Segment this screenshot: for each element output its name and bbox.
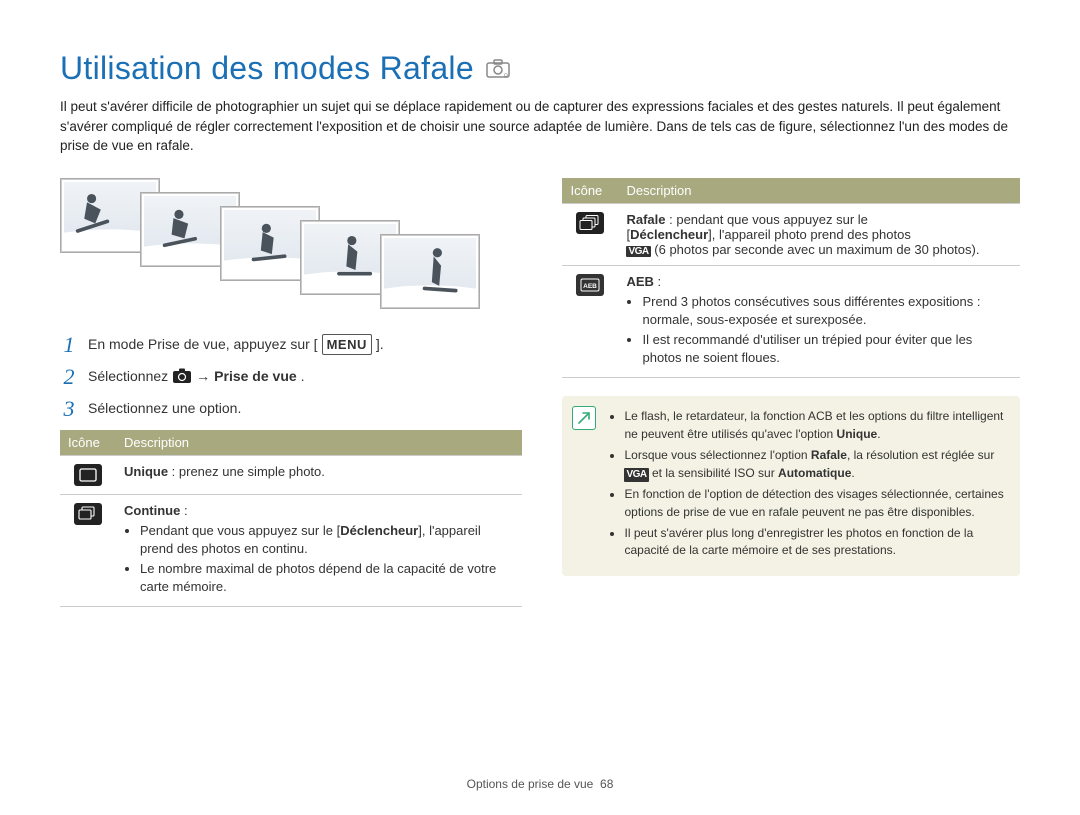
rafale-a: : pendant que vous appuyez sur le [666,212,868,227]
unique-label: Unique [124,464,168,479]
n1b: Unique [837,427,878,441]
list-item: Il peut s'avérer plus long d'enregistrer… [624,525,1006,560]
step-number: 2 [60,366,78,388]
continue-b1-a: Pendant que vous appuyez sur le [ [140,523,340,538]
n1a: Le flash, le retardateur, la fonction AC… [624,409,1003,440]
intro-paragraph: Il peut s'avérer difficile de photograph… [60,97,1020,156]
table-row: Rafale : pendant que vous appuyez sur le… [562,203,1020,265]
options-table-left: Icône Description Unique : prenez une si… [60,430,522,608]
table-row: Unique : prenez une simple photo. [60,455,522,494]
menu-button-label: MENU [322,334,372,356]
svg-text:P: P [504,74,508,79]
step-3-text: Sélectionnez une option. [88,398,241,419]
burst-icon [576,212,604,234]
vga-icon-small: VGA [624,468,648,483]
note-box: Le flash, le retardateur, la fonction AC… [562,396,1020,575]
page-title: Utilisation des modes Rafale [60,50,474,87]
table-row: AEB AEB : Prend 3 photos consécutives so… [562,265,1020,378]
step-1-text-a: En mode Prise de vue, appuyez sur [ [88,334,318,355]
th-desc: Description [116,430,522,456]
step-1-text-b: ]. [376,334,384,355]
aeb-label: AEB [626,274,653,289]
options-table-right: Icône Description Rafale : pendant que v… [562,178,1020,379]
single-shot-icon [74,464,102,486]
list-item: Le flash, le retardateur, la fonction AC… [624,408,1006,443]
list-item: Prend 3 photos consécutives sous différe… [642,293,1012,329]
list-item: Le nombre maximal de photos dépend de la… [140,560,514,596]
th-icon: Icône [60,430,116,456]
rafale-l3: (6 photos par seconde avec un maximum de… [651,242,980,257]
step-2-text-a: Sélectionnez [88,366,168,387]
n2b2: Automatique [778,466,851,480]
n2a: Lorsque vous sélectionnez l'option [624,448,810,462]
th-icon: Icône [562,178,618,204]
n2b1: Rafale [811,448,847,462]
aeb-colon: : [654,274,661,289]
info-icon [572,406,596,430]
svg-text:AEB: AEB [584,283,598,290]
list-item: En fonction de l'option de détection des… [624,486,1006,521]
aeb-icon: AEB [576,274,604,296]
n2e: . [851,466,854,480]
camera-mode-icon: P [486,59,510,79]
step-number: 1 [60,334,78,356]
table-row: Continue : Pendant que vous appuyez sur … [60,494,522,607]
n1c: . [877,427,880,441]
rafale-l2b: ], l'appareil photo prend des photos [708,227,911,242]
footer-label: Options de prise de vue [467,777,594,791]
step-2: 2 Sélectionnez → Prise de vue. [60,366,522,388]
footer-page: 68 [600,777,613,791]
step-2-bold: Prise de vue [214,366,297,387]
list-item: Lorsque vous sélectionnez l'option Rafal… [624,447,1006,482]
continue-b1-bold: Déclencheur [340,523,418,538]
unique-text: : prenez une simple photo. [168,464,325,479]
list-item: Pendant que vous appuyez sur le [Déclenc… [140,522,514,558]
th-desc: Description [618,178,1020,204]
continue-colon: : [180,503,187,518]
step-2-end: . [301,366,305,387]
page-footer: Options de prise de vue 68 [0,777,1080,791]
arrow: → [196,366,210,387]
camera-icon [172,368,192,384]
step-number: 3 [60,398,78,420]
rafale-l2bold: Déclencheur [630,227,708,242]
burst-thumbnails [60,178,522,308]
step-3: 3 Sélectionnez une option. [60,398,522,420]
n2b: , la résolution est réglée sur [847,448,994,462]
thumb-5 [380,234,480,309]
rafale-label: Rafale [626,212,665,227]
n2c: et la sensibilité ISO sur [649,466,778,480]
continue-label: Continue [124,503,180,518]
vga-icon: VGA [626,246,650,257]
continuous-icon [74,503,102,525]
step-1: 1 En mode Prise de vue, appuyez sur [ ME… [60,334,522,356]
list-item: Il est recommandé d'utiliser un trépied … [642,331,1012,367]
